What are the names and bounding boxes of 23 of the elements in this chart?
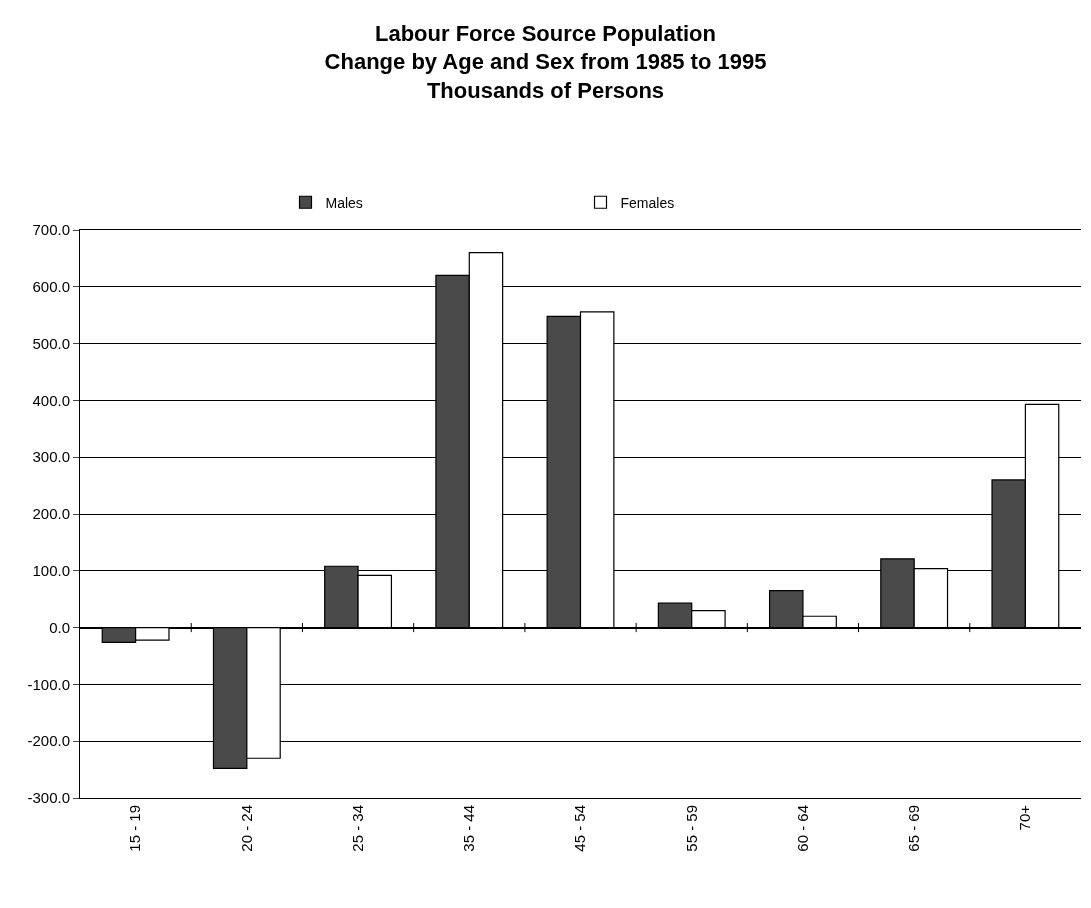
y-tick-label: -100.0	[27, 675, 70, 693]
x-tick-label: 15 - 19	[126, 805, 144, 852]
x-tick-label: 55 - 59	[682, 805, 700, 852]
x-tick-label: 70+	[1016, 804, 1034, 831]
y-tick-label: 400.0	[32, 391, 70, 409]
x-tick-label: 60 - 64	[793, 805, 811, 852]
x-tick-label: 45 - 54	[571, 805, 589, 852]
y-tick-label: 0.0	[49, 618, 70, 636]
x-tick-label: 65 - 69	[905, 805, 923, 852]
y-tick-label: 600.0	[32, 278, 70, 296]
y-tick-label: -200.0	[27, 732, 70, 750]
y-tick-label: 700.0	[32, 221, 70, 239]
legend-label: Males	[325, 194, 363, 211]
x-tick-label: 25 - 34	[348, 805, 366, 852]
x-tick-label: 20 - 24	[237, 805, 255, 852]
y-tick-label: 500.0	[32, 334, 70, 352]
y-tick-label: 300.0	[32, 448, 70, 466]
y-tick-label: 100.0	[32, 562, 70, 580]
x-tick-label: 35 - 44	[460, 805, 478, 852]
y-tick-label: -300.0	[27, 789, 70, 807]
chart-title: Labour Force Source Population Change by Age and Sex from 1985 to 1995 Thousands of Persons	[324, 20, 767, 104]
y-tick-label: 200.0	[32, 505, 70, 523]
legend-label: Females	[620, 194, 675, 211]
